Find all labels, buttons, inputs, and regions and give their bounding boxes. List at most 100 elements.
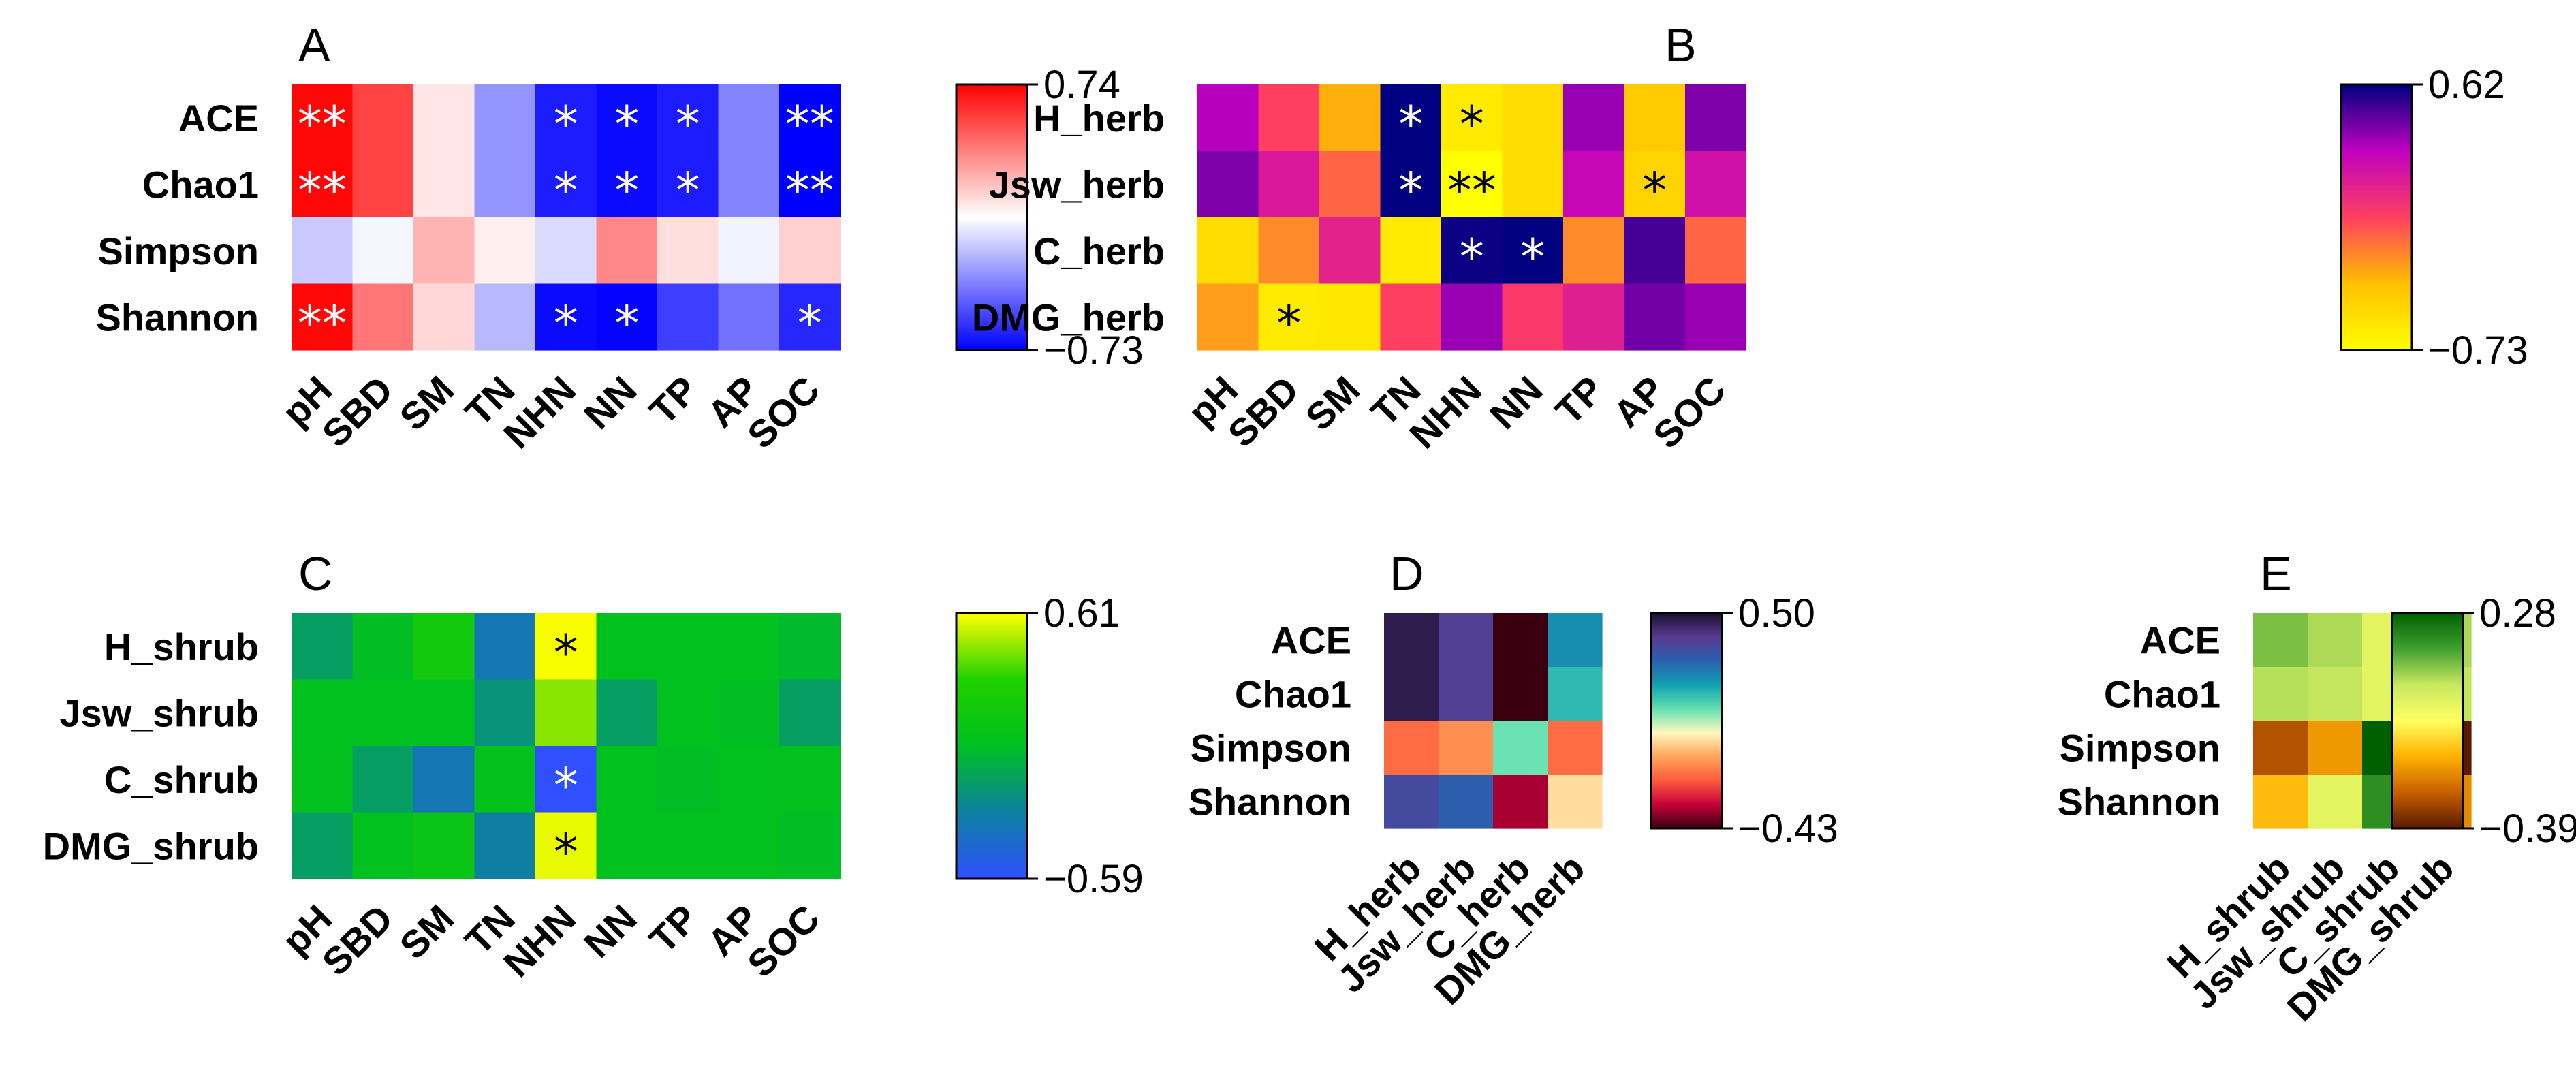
heatmap-cell <box>779 217 841 285</box>
heatmap-cell <box>1502 283 1564 351</box>
heatmap-cell <box>292 283 354 351</box>
panel-letter: C <box>298 547 333 600</box>
column-label: NN <box>1481 368 1551 437</box>
row-label: Simpson <box>1191 727 1351 770</box>
heatmap-cell <box>413 679 475 747</box>
heatmap-cell <box>779 283 841 351</box>
heatmap-cell <box>1439 613 1494 668</box>
column-label: TP <box>641 896 706 961</box>
heatmap-cell <box>779 746 841 813</box>
column-label: SM <box>391 368 462 439</box>
heatmap-cell <box>413 613 475 681</box>
panel-B: B* ** ** ** **H_herbJsw_herbC_herbDMG_herbpH… <box>972 18 2528 456</box>
heatmap-cell <box>718 217 780 285</box>
heatmap-cell <box>657 84 719 152</box>
heatmap-cell <box>535 283 597 351</box>
heatmap-cell <box>1439 721 1494 775</box>
heatmap-cell <box>657 151 719 218</box>
heatmap-cell <box>1685 283 1747 351</box>
colorbar-min-label: −0.39 <box>2479 807 2576 851</box>
row-label: ACE <box>178 97 259 140</box>
significance-marker: * <box>1460 95 1484 153</box>
heatmap-cell <box>292 746 354 813</box>
heatmap-cell <box>1258 151 1320 218</box>
column-label: SBD <box>314 896 401 984</box>
heatmap-cell <box>352 217 414 285</box>
row-label: Jsw_herb <box>989 163 1165 206</box>
heatmap-cell <box>1624 283 1686 351</box>
heatmap-cell <box>779 679 841 747</box>
heatmap-cell <box>535 217 597 285</box>
column-label: SOC <box>1645 368 1733 456</box>
significance-marker: * <box>798 294 822 351</box>
heatmap-cell <box>292 84 354 152</box>
row-label: Shannon <box>95 296 259 339</box>
heatmap-cell <box>2308 775 2363 829</box>
heatmap-cell <box>535 613 597 681</box>
heatmap-cell <box>779 613 841 681</box>
heatmap-cell <box>1197 84 1259 152</box>
row-label: Simpson <box>98 230 259 272</box>
significance-marker: * <box>1642 161 1667 219</box>
heatmap-cell <box>2308 721 2363 775</box>
heatmap-cell <box>1439 667 1494 721</box>
heatmap-cell <box>718 151 780 218</box>
panel-letter: A <box>298 18 330 72</box>
heatmap-cell <box>657 283 719 351</box>
panel-D: DACEChao1SimpsonShannonH_herbJsw_herbC_h… <box>1188 547 1838 1013</box>
heatmap-cell <box>413 84 475 152</box>
heatmap-cell <box>1197 217 1259 285</box>
column-label: NHN <box>495 896 584 985</box>
significance-marker: * <box>676 161 700 219</box>
panel-C: C***H_shrubJsw_shrubC_shrubDMG_shrubpHSB… <box>43 547 1144 985</box>
significance-marker: * <box>676 95 700 153</box>
column-label: SM <box>1297 368 1368 439</box>
heatmap-cell <box>1563 84 1625 152</box>
heatmap-cell <box>352 84 414 152</box>
heatmap-cell <box>352 283 414 351</box>
column-label: NN <box>576 368 645 437</box>
heatmap-cell <box>413 746 475 813</box>
colorbar-min-label: −0.43 <box>1738 807 1838 851</box>
heatmap-cell <box>1548 721 1603 775</box>
colorbar-max-label: 0.61 <box>1043 591 1120 636</box>
heatmap-cell <box>352 613 414 681</box>
heatmap-cell <box>1441 217 1503 285</box>
heatmap-cell <box>1380 151 1442 218</box>
heatmap-cell <box>1441 84 1503 152</box>
significance-marker: * <box>554 95 578 153</box>
row-label: C_herb <box>1033 230 1165 272</box>
heatmap-cell <box>1319 217 1381 285</box>
row-label: DMG_shrub <box>43 824 259 867</box>
heatmap-cell <box>292 151 354 218</box>
row-label: H_herb <box>1033 97 1165 140</box>
heatmap-cell <box>1563 283 1625 351</box>
heatmap-cell <box>1380 84 1442 152</box>
heatmap-cell <box>413 812 475 879</box>
heatmap-cell <box>1439 775 1494 829</box>
heatmap-cell <box>657 679 719 747</box>
heatmap-cell <box>2253 667 2308 721</box>
heatmap-cell <box>1502 217 1564 285</box>
heatmap-cell <box>596 84 658 152</box>
colorbar-max-label: 0.50 <box>1738 591 1815 636</box>
heatmap-cell <box>1441 283 1503 351</box>
heatmap-cell <box>596 679 658 747</box>
heatmap-cell <box>657 217 719 285</box>
row-label: Chao1 <box>2104 673 2220 716</box>
heatmap-cell <box>474 151 536 218</box>
heatmap-cell <box>352 812 414 879</box>
significance-marker: * <box>614 95 639 153</box>
heatmap-cell <box>596 613 658 681</box>
row-label: C_shrub <box>104 758 259 801</box>
heatmap-cell <box>535 746 597 813</box>
heatmap-cell <box>1319 151 1381 218</box>
panel-A: A** * * * **** * * * **** * * *ACEChao1SimpsonShann… <box>95 18 1143 456</box>
significance-marker: * <box>1398 95 1423 153</box>
significance-marker: * <box>554 757 578 814</box>
heatmap-cell <box>1685 84 1747 152</box>
colorbar-max-label: 0.74 <box>1043 63 1120 107</box>
heatmap-cell <box>1493 721 1548 775</box>
colorbar <box>2340 83 2413 351</box>
panel-letter: E <box>2260 547 2292 600</box>
